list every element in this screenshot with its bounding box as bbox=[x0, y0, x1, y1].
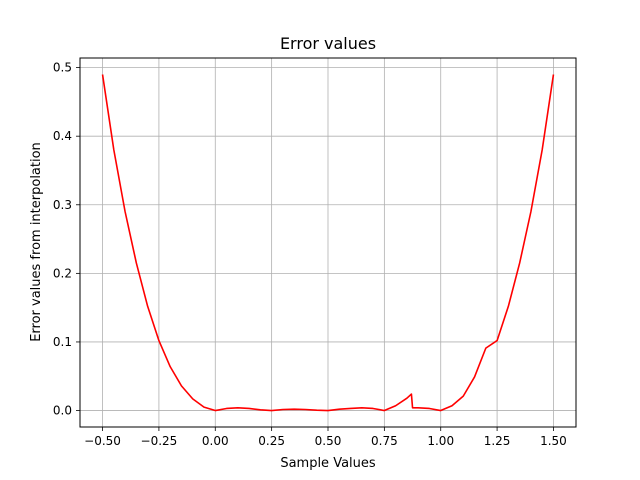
y-axis: 0.0 0.1 0.2 0.3 0.4 0.5 bbox=[53, 61, 80, 418]
y-axis-label: Error values from interpolation bbox=[29, 142, 44, 342]
x-tick-label: 1.50 bbox=[540, 434, 567, 448]
series-line bbox=[101, 74, 555, 412]
x-tick-label: 1.25 bbox=[484, 434, 511, 448]
grid bbox=[80, 58, 576, 427]
x-tick-label: −0.25 bbox=[141, 434, 178, 448]
chart-title: Error values bbox=[280, 34, 376, 53]
x-tick-label: 0.25 bbox=[258, 434, 285, 448]
y-tick-label: 0.1 bbox=[53, 335, 72, 349]
x-tick-label: 0.75 bbox=[371, 434, 398, 448]
y-tick-label: 0.5 bbox=[53, 61, 72, 75]
x-axis-label: Sample Values bbox=[280, 456, 376, 471]
x-axis: −0.50 −0.25 0.00 0.25 0.50 0.75 1.00 1.25 1.50 bbox=[84, 427, 567, 448]
y-tick-label: 0.3 bbox=[53, 198, 72, 212]
y-tick-label: 0.2 bbox=[53, 266, 72, 280]
x-tick-label: 1.00 bbox=[427, 434, 454, 448]
x-tick-label: 0.50 bbox=[315, 434, 342, 448]
x-tick-label: 0.00 bbox=[202, 434, 229, 448]
series-layer bbox=[101, 74, 555, 412]
y-tick-label: 0.4 bbox=[53, 129, 72, 143]
x-tick-label: −0.50 bbox=[84, 434, 121, 448]
y-tick-label: 0.0 bbox=[53, 404, 72, 418]
